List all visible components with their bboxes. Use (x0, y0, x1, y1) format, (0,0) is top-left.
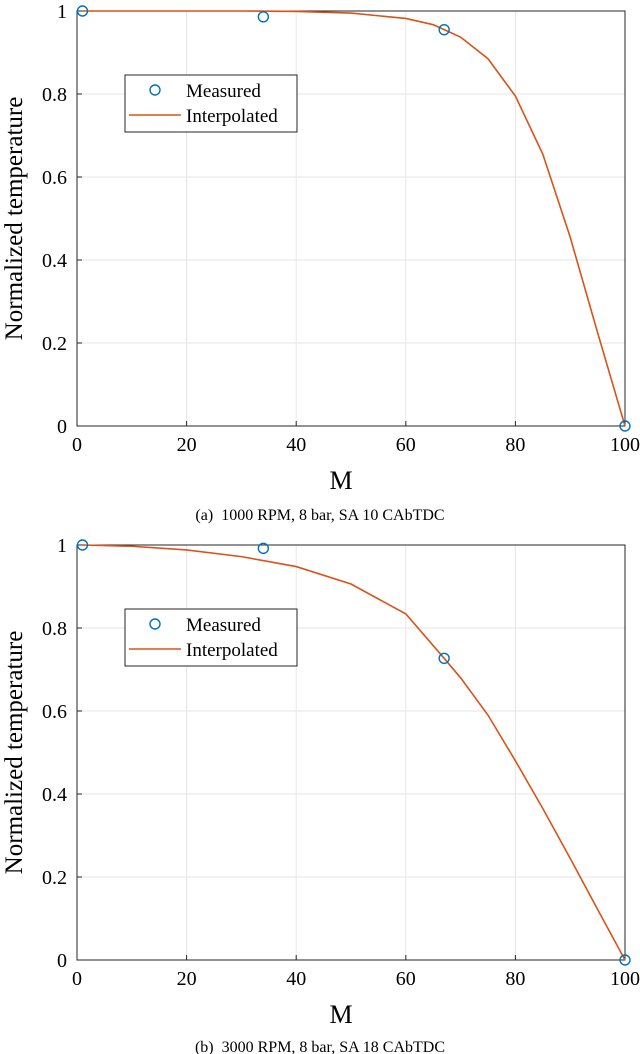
y-tick-label: 0.6 (42, 167, 67, 189)
chart-panel-1: 0 20 40 60 80 100 0 0.2 0.4 0.6 0.8 1 M Normalized te… (1, 1, 640, 524)
x-tick-label: 40 (286, 968, 306, 990)
x-tick-label: 40 (286, 434, 306, 456)
x-tick-label: 0 (72, 968, 82, 990)
panel-caption: (b) 3000 RPM, 8 bar, SA 18 CAbTDC (195, 1039, 445, 1054)
legend-label-measured: Measured (186, 615, 261, 636)
y-tick-label: 0.2 (42, 867, 67, 889)
legend-label-interpolated: Interpolated (186, 106, 278, 127)
x-axis-label: M (329, 466, 352, 495)
x-tick-label: 20 (177, 434, 197, 456)
x-tick-label: 100 (610, 968, 640, 990)
measured-point (257, 542, 270, 555)
x-tick-label: 60 (396, 434, 416, 456)
panel-caption: (a) 1000 RPM, 8 bar, SA 10 CAbTDC (195, 507, 444, 524)
series-interpolated-line (82, 544, 626, 961)
x-tick-label: 80 (505, 434, 525, 456)
y-tick-label: 0.8 (42, 84, 67, 106)
measured-point (619, 420, 631, 432)
measured-point (76, 5, 89, 17)
caption-text: 3000 RPM, 8 bar, SA 18 CAbTDC (222, 1039, 445, 1054)
legend-label-interpolated: Interpolated (186, 640, 278, 661)
legend: Measured Interpolated (124, 608, 298, 667)
measured-point (76, 539, 89, 551)
caption-text: 1000 RPM, 8 bar, SA 10 CAbTDC (221, 507, 444, 524)
legend-measured-marker (149, 618, 161, 630)
y-tick-label: 1 (57, 535, 67, 557)
measured-point (619, 954, 631, 966)
legend-label-measured: Measured (186, 81, 261, 102)
y-axis-label: Normalized temperature (1, 97, 28, 341)
y-axis-label: Normalized temperature (1, 631, 28, 875)
axes-box (76, 10, 626, 427)
x-tick-label: 80 (505, 968, 525, 990)
caption-spacer (214, 1039, 222, 1054)
measured-point (438, 652, 450, 664)
measured-point (438, 23, 450, 36)
legend: Measured Interpolated (124, 74, 298, 133)
y-tick-label: 0.4 (42, 250, 67, 272)
measured-point (257, 11, 270, 23)
y-tick-label: 0.4 (42, 784, 67, 806)
x-axis-label: M (329, 1000, 352, 1029)
axes-box (76, 544, 626, 961)
caption-panel-label: (a) (195, 507, 213, 524)
y-tick-label: 0.2 (42, 333, 67, 355)
x-tick-label: 60 (396, 968, 416, 990)
caption-spacer (213, 507, 221, 524)
x-tick-label: 0 (72, 434, 82, 456)
y-tick-label: 0 (57, 950, 67, 972)
plot-area (77, 545, 625, 960)
y-tick-label: 0 (57, 416, 67, 438)
y-tick-label: 0.8 (42, 618, 67, 640)
plot-area (77, 11, 625, 426)
chart-panel-2: 0 20 40 60 80 100 0 0.2 0.4 0.6 0.8 1 M Normalized te… (1, 535, 640, 1054)
caption-panel-label: (b) (195, 1039, 214, 1054)
x-tick-label: 100 (610, 434, 640, 456)
y-tick-label: 1 (57, 1, 67, 23)
series-interpolated-line (82, 10, 626, 427)
y-tick-label: 0.6 (42, 701, 67, 723)
legend-measured-marker (149, 84, 161, 96)
x-tick-label: 20 (177, 968, 197, 990)
